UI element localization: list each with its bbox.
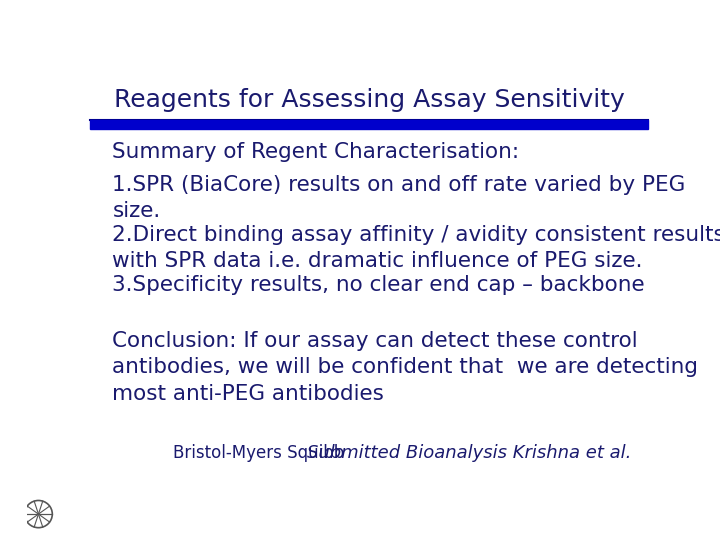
Text: Bristol-Myers Squibb: Bristol-Myers Squibb bbox=[173, 444, 344, 462]
Text: Summary of Regent Characterisation:: Summary of Regent Characterisation: bbox=[112, 141, 519, 161]
Text: Reagents for Assessing Assay Sensitivity: Reagents for Assessing Assay Sensitivity bbox=[114, 87, 624, 112]
Text: 3.Specificity results, no clear end cap – backbone: 3.Specificity results, no clear end cap … bbox=[112, 275, 645, 295]
Text: Submitted Bioanalysis Krishna et al.: Submitted Bioanalysis Krishna et al. bbox=[307, 444, 631, 462]
Text: Conclusion: If our assay can detect these control
antibodies, we will be confide: Conclusion: If our assay can detect thes… bbox=[112, 331, 698, 404]
Text: 1.SPR (BiaCore) results on and off rate varied by PEG
size.: 1.SPR (BiaCore) results on and off rate … bbox=[112, 175, 685, 221]
Text: 2.Direct binding assay affinity / avidity consistent results
with SPR data i.e. : 2.Direct binding assay affinity / avidit… bbox=[112, 225, 720, 271]
Bar bbox=[90, 120, 648, 129]
